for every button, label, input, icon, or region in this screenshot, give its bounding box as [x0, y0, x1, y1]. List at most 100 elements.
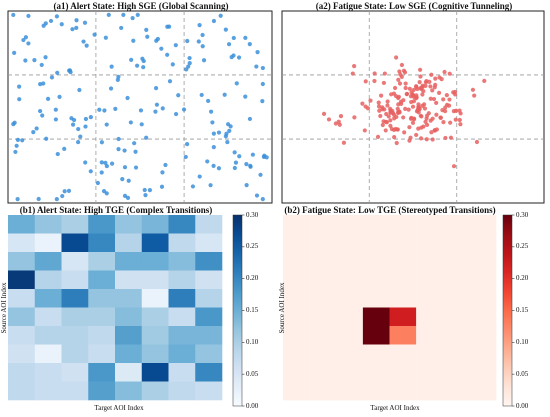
scatter-point — [434, 112, 439, 117]
scatter-point — [11, 12, 16, 18]
scatter-point — [414, 132, 419, 138]
scatter-point — [244, 162, 249, 167]
heatmap-cell — [168, 215, 196, 234]
heatmap-cell — [362, 344, 390, 364]
heatmap-cell — [389, 344, 417, 364]
heatmap-cell — [168, 252, 196, 271]
heatmap-cell — [442, 344, 470, 364]
scatter-point — [254, 193, 260, 198]
heatmap-cell — [88, 215, 116, 234]
scatter-point — [474, 139, 480, 145]
scatter-point — [392, 135, 397, 140]
scatter-point — [176, 93, 181, 98]
scatter-point — [428, 84, 433, 89]
scatter-point — [160, 170, 165, 175]
scatter-point — [135, 63, 140, 68]
scatter-point — [208, 183, 213, 188]
heatmap-cell — [61, 326, 89, 345]
heatmap-cell — [61, 381, 89, 401]
heatmap-cell — [168, 233, 196, 253]
scatter-point — [225, 139, 230, 145]
colorbar-tick-label: 0.30 — [246, 210, 259, 219]
scatter-point — [122, 193, 128, 198]
scatter-point — [404, 91, 410, 96]
scatter-point — [321, 111, 327, 116]
scatter-point — [133, 149, 138, 154]
scatter-point — [147, 188, 152, 193]
scatter-point — [77, 87, 82, 93]
x-axis-label-b1: Target AOI Index — [94, 404, 144, 412]
scatter-point — [385, 103, 390, 108]
scatter-point — [398, 72, 403, 77]
scatter-point — [453, 108, 459, 113]
panel-a2: (a2) Fatigue State: Low SGE (Cognitive T… — [276, 0, 550, 208]
scatter-point — [410, 120, 416, 125]
scatter-point — [82, 20, 88, 25]
heatmap-cell — [168, 363, 196, 382]
scatter-point — [20, 138, 25, 143]
scatter-point — [402, 130, 407, 135]
heatmap-cell — [416, 381, 444, 401]
heatmap-cell — [336, 270, 364, 290]
scatter-point — [372, 71, 377, 76]
heatmap-cell — [168, 326, 196, 345]
heatmap-cell — [88, 307, 116, 327]
scatter-point — [122, 148, 127, 153]
scatter-point — [389, 92, 394, 97]
heatmap-cell — [362, 233, 390, 253]
heatmap-cell — [283, 215, 310, 234]
scatter-point — [341, 140, 347, 145]
heatmap-cell — [283, 326, 310, 345]
scatter-point — [399, 62, 405, 68]
scatter-point — [76, 139, 81, 145]
scatter-point — [444, 93, 449, 98]
scatter-point — [439, 77, 444, 82]
scatter-point — [420, 103, 425, 108]
scatter-point — [206, 98, 211, 104]
scatter-point — [129, 57, 134, 62]
scatter-point — [55, 70, 60, 75]
scatter-point — [67, 68, 72, 73]
scatter-point — [236, 55, 242, 60]
heatmap-cell — [115, 344, 143, 364]
scatter-point — [32, 58, 37, 63]
scatter-point — [406, 107, 411, 112]
chart-title-a1: (a1) Alert State: High SGE (Global Scann… — [53, 1, 229, 11]
scatter-point — [62, 189, 67, 194]
scatter-point — [402, 70, 408, 75]
scatter-point — [23, 35, 29, 40]
heatmap-cell — [336, 307, 364, 327]
scatter-point — [76, 126, 81, 132]
scatter-point — [436, 90, 442, 95]
heatmap-cell — [141, 381, 169, 401]
heatmap-cell — [469, 233, 497, 253]
colorbar-tick-label: 0.25 — [516, 242, 529, 251]
scatter-point — [14, 143, 19, 148]
scatter-point — [362, 128, 367, 133]
heatmap-cell — [88, 270, 116, 290]
scatter-point — [70, 122, 76, 127]
heatmap-cell — [389, 307, 417, 327]
scatter-point — [243, 94, 248, 99]
scatter-point — [205, 159, 210, 164]
scatter-point — [183, 154, 188, 160]
scatter-point — [260, 99, 265, 104]
heatmap-cell — [8, 289, 36, 308]
scatter-point — [43, 55, 48, 60]
heatmap-cell — [336, 381, 364, 401]
scatter-point — [394, 114, 399, 120]
scatter-point — [41, 81, 46, 86]
scatter-point — [54, 197, 59, 202]
y-axis-label-b2: Source AOI Index — [278, 282, 286, 334]
scatter-point — [223, 134, 228, 139]
heatmap-cell — [442, 289, 470, 308]
heatmap-cell — [362, 363, 390, 382]
scatter-point — [74, 25, 79, 30]
heatmap-cell — [195, 363, 223, 382]
plot-frame — [7, 10, 273, 204]
scatter-point — [394, 55, 399, 60]
colorbar-tick-label: 0.10 — [516, 337, 529, 346]
scatter-point — [388, 106, 393, 111]
scatter-point — [55, 151, 60, 157]
scatter-point — [209, 109, 214, 114]
